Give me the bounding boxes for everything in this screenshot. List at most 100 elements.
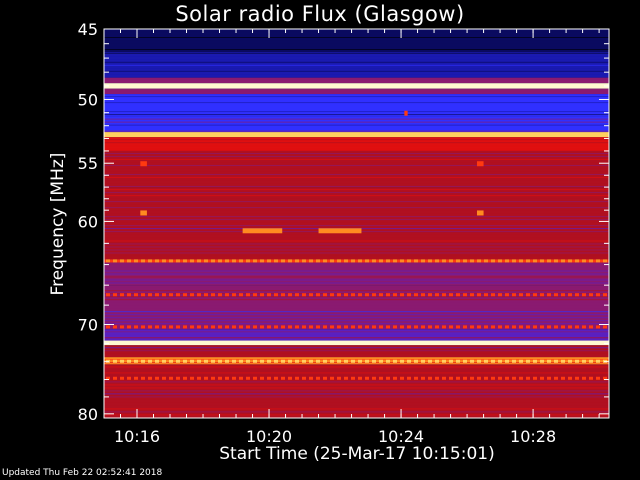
frequency-texture <box>104 222 609 224</box>
dashed-emission <box>470 325 474 329</box>
dashed-emission <box>435 259 439 263</box>
dashed-emission <box>113 259 117 263</box>
dashed-emission <box>295 293 299 297</box>
frequency-texture <box>104 114 609 116</box>
dashed-emission <box>533 325 537 329</box>
dashed-emission <box>197 293 201 297</box>
dashed-emission <box>211 259 215 263</box>
dashed-emission <box>358 325 362 329</box>
dashed-emission <box>274 293 278 297</box>
dashed-emission <box>393 259 397 263</box>
dashed-emission <box>589 359 593 363</box>
dashed-emission <box>190 293 194 297</box>
dashed-emission <box>337 259 341 263</box>
dashed-emission <box>197 325 201 329</box>
dashed-emission <box>351 359 355 363</box>
frequency-texture <box>104 299 609 301</box>
dashed-emission <box>176 359 180 363</box>
dashed-emission <box>603 293 607 297</box>
dashed-emission <box>316 325 320 329</box>
dashed-emission <box>176 376 180 380</box>
dashed-emission <box>561 293 565 297</box>
dashed-emission <box>330 259 334 263</box>
dashed-emission <box>358 259 362 263</box>
dashed-emission <box>239 259 243 263</box>
dashed-emission <box>225 376 229 380</box>
frequency-texture <box>104 139 609 141</box>
dashed-emission <box>421 325 425 329</box>
frequency-texture <box>104 326 609 328</box>
frequency-texture <box>104 61 609 63</box>
dashed-emission <box>169 259 173 263</box>
dashed-emission <box>379 376 383 380</box>
dashed-emission <box>281 359 285 363</box>
frequency-texture <box>104 158 609 160</box>
dashed-emission <box>393 293 397 297</box>
dashed-emission <box>134 325 138 329</box>
frequency-texture <box>104 164 609 166</box>
dashed-emission <box>449 359 453 363</box>
frequency-texture <box>104 282 609 284</box>
dashed-emission <box>449 259 453 263</box>
burst-spot <box>476 161 484 167</box>
dashed-emission <box>337 293 341 297</box>
dashed-emission <box>316 359 320 363</box>
dashed-emission <box>302 359 306 363</box>
frequency-texture <box>104 317 609 319</box>
dashed-emission <box>274 376 278 380</box>
frequency-texture <box>104 243 609 245</box>
spectrogram-plot <box>104 29 609 418</box>
frequency-texture <box>104 302 609 304</box>
dashed-emission <box>155 359 159 363</box>
dashed-emission <box>316 293 320 297</box>
frequency-texture <box>104 127 609 129</box>
frequency-band <box>104 132 609 138</box>
frequency-texture <box>104 34 609 35</box>
dashed-emission <box>449 325 453 329</box>
frequency-texture <box>104 393 609 395</box>
frequency-texture <box>104 67 609 69</box>
frequency-texture <box>104 179 609 181</box>
dashed-emission <box>127 325 131 329</box>
dashed-emission <box>141 325 145 329</box>
burst-spot <box>476 210 484 216</box>
dashed-emission <box>183 325 187 329</box>
dashed-emission <box>134 293 138 297</box>
dashed-emission <box>253 359 257 363</box>
dashed-emission <box>484 359 488 363</box>
frequency-texture <box>104 353 609 355</box>
dashed-emission <box>106 293 110 297</box>
dashed-emission <box>470 376 474 380</box>
frequency-texture <box>104 121 609 123</box>
dashed-emission <box>246 259 250 263</box>
frequency-texture <box>104 414 609 416</box>
dashed-emission <box>568 259 572 263</box>
frequency-texture <box>104 152 609 154</box>
frequency-texture <box>104 390 609 392</box>
y-tick-label: 70 <box>78 316 98 335</box>
frequency-texture <box>104 293 609 295</box>
dashed-emission <box>183 259 187 263</box>
dashed-emission <box>330 376 334 380</box>
frequency-texture <box>104 118 609 120</box>
dashed-emission <box>281 293 285 297</box>
dashed-emission <box>428 376 432 380</box>
dashed-emission <box>302 376 306 380</box>
dashed-emission <box>512 293 516 297</box>
dashed-emission <box>400 259 404 263</box>
dashed-emission <box>603 259 607 263</box>
dashed-emission <box>169 376 173 380</box>
frequency-texture <box>104 43 609 44</box>
dashed-emission <box>533 376 537 380</box>
dashed-emission <box>148 359 152 363</box>
dashed-emission <box>106 325 110 329</box>
dashed-emission <box>561 359 565 363</box>
dashed-emission <box>246 325 250 329</box>
dashed-emission <box>281 325 285 329</box>
frequency-texture <box>104 102 609 104</box>
dashed-emission <box>323 376 327 380</box>
dashed-emission <box>526 325 530 329</box>
dashed-emission <box>491 376 495 380</box>
dashed-emission <box>267 293 271 297</box>
dashed-emission <box>568 359 572 363</box>
